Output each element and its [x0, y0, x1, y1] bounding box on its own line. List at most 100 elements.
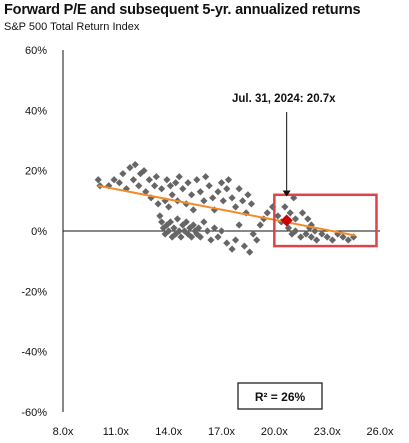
scatter-point [244, 191, 252, 199]
chart-subtitle: S&P 500 Total Return Index [4, 21, 140, 33]
scatter-point [175, 173, 183, 181]
scatter-point [235, 185, 243, 193]
y-tick-label: 20% [25, 166, 47, 178]
scatter-point [323, 233, 331, 241]
scatter-point [228, 245, 236, 253]
scatter-point [307, 233, 315, 241]
scatter-point [291, 215, 300, 223]
scatter-point [202, 173, 210, 181]
scatter-point [177, 233, 185, 241]
scatter-point [166, 182, 175, 190]
scatter-point [247, 200, 256, 208]
y-tick-label: -60% [21, 407, 47, 419]
highlight-point-marker [280, 214, 293, 227]
scatter-point [311, 227, 319, 235]
scatter-point [263, 209, 271, 217]
scatter-point [94, 176, 102, 184]
scatter-point [240, 242, 248, 250]
scatter-point [195, 224, 203, 232]
chart-title: Forward P/E and subsequent 5-yr. annuali… [4, 2, 361, 18]
scatter-point [142, 188, 150, 196]
scatter-point [231, 236, 240, 244]
scatter-point [297, 233, 305, 241]
x-tick-label: 23.0x [314, 426, 341, 438]
x-tick-label: 11.0x [103, 426, 130, 438]
scatter-point [135, 182, 143, 190]
scatter-point [189, 221, 197, 229]
scatter-point [182, 218, 190, 226]
scatter-point [328, 236, 337, 244]
scatter-point [209, 194, 217, 202]
scatter-point [166, 218, 175, 226]
scatter-point [219, 197, 227, 205]
x-tick-label: 17.0x [208, 426, 235, 438]
scatter-point [158, 185, 166, 193]
scatter-point [110, 176, 118, 184]
scatter-point [196, 233, 204, 241]
scatter-point [207, 236, 215, 244]
scatter-point [223, 239, 231, 247]
scatter-point [179, 185, 187, 193]
scatter-point [184, 179, 192, 187]
scatter-point [131, 161, 139, 169]
scatter-point [119, 170, 127, 178]
x-tick-labels: 8.0x 11.0x 14.0x 17.0x 20.0x 23.0x 26.0x [53, 426, 394, 438]
scatter-point [165, 203, 173, 211]
scatter-point [173, 215, 182, 223]
scatter-point [196, 188, 204, 196]
r-squared-label: R² = 26% [255, 390, 306, 404]
scatter-point [165, 227, 173, 235]
scatter-point [249, 230, 257, 238]
scatter-point [140, 167, 148, 175]
scatter-point [189, 206, 197, 214]
y-tick-label: 60% [25, 45, 47, 57]
scatter-point [298, 209, 307, 217]
scatter-point [235, 221, 243, 229]
scatter-point [281, 203, 289, 211]
scatter-point [200, 218, 208, 226]
scatter-point [158, 218, 166, 226]
annotation-arrowhead [282, 190, 291, 197]
scatter-point [214, 233, 222, 241]
scatter-point [205, 182, 213, 190]
scatter-point [339, 233, 347, 241]
scatter-point [224, 176, 233, 184]
scatter-point [115, 179, 123, 187]
scatter-point [203, 227, 212, 235]
x-tick-label: 26.0x [367, 426, 394, 438]
scatter-point [170, 224, 178, 232]
scatter-point [156, 212, 164, 220]
scatter-point [200, 197, 208, 205]
scatter-point [210, 224, 219, 232]
scatter-point [175, 227, 183, 235]
scatter-point [253, 236, 261, 244]
scatter-point [291, 227, 300, 235]
trend-line [98, 184, 356, 237]
scatter-point [154, 200, 162, 208]
y-tick-label: 40% [25, 105, 47, 117]
y-tick-labels: -60% -40% -20% 0% 20% 40% 60% [21, 45, 47, 419]
scatter-points [94, 161, 358, 256]
scatter-point [274, 212, 282, 220]
scatter-point [239, 197, 247, 205]
y-tick-label: -20% [21, 286, 47, 298]
scatter-point [256, 221, 264, 229]
scatter-point [187, 191, 196, 199]
scatter-point [163, 176, 171, 184]
scatter-point [231, 203, 240, 211]
scatter-point [318, 230, 326, 238]
scatter-point [129, 176, 138, 184]
scatter-point [150, 182, 159, 190]
scatter-point [168, 191, 176, 199]
r-squared-box [237, 382, 323, 410]
highlight-box [273, 193, 378, 248]
scatter-point [286, 209, 294, 217]
scatter-point [302, 230, 310, 238]
scatter-point [246, 248, 254, 256]
y-tick-label: -40% [21, 347, 47, 359]
scatter-point [304, 215, 312, 223]
scatter-point [152, 173, 160, 181]
y-tick-label: 0% [31, 226, 47, 238]
x-tick-label: 20.0x [261, 426, 288, 438]
